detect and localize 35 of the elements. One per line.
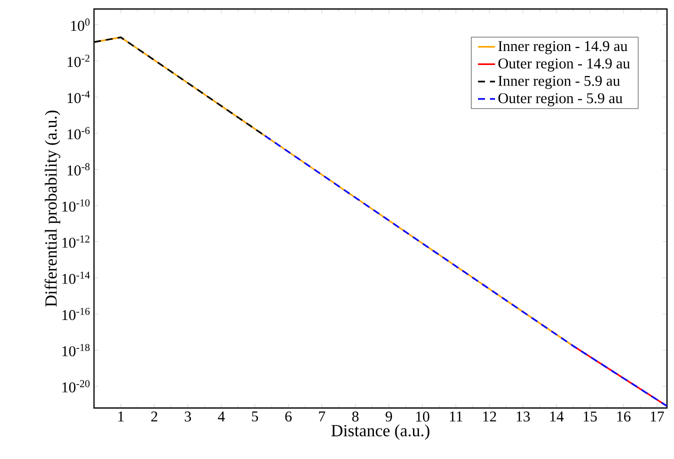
- x-tick-label: 16: [617, 412, 630, 422]
- x-tick-label: 8: [352, 412, 359, 422]
- x-tick-label: 6: [285, 412, 292, 422]
- legend-label: Outer region - 14.9 au: [498, 58, 630, 72]
- x-tick-label: 14: [550, 412, 564, 422]
- y-tick-label: 10$^{-6}$: [68, 127, 90, 140]
- line-series: [264, 134, 668, 407]
- x-tick-label: 4: [218, 412, 225, 422]
- x-tick-label: 13: [516, 412, 530, 422]
- legend-label: Outer region - 5.9 au: [498, 93, 622, 106]
- x-tick-label: 1: [118, 412, 124, 422]
- y-tick-label: 10$^{-14}$: [62, 272, 90, 284]
- x-tick-label: 3: [184, 412, 191, 422]
- y-tick-label: 10$^{-16}$: [62, 308, 90, 320]
- y-tick-label: 10$^{-8}$: [68, 163, 90, 176]
- x-tick-label: 12: [483, 412, 496, 422]
- x-tick-label: 11: [450, 412, 462, 422]
- y-axis-title: Differential probability (a.u.): [44, 110, 60, 307]
- legend-label: Inner region - 14.9 au: [498, 41, 628, 54]
- x-tick-label: 9: [386, 412, 392, 422]
- y-tick-label: 10$^{0}$: [71, 18, 90, 31]
- y-tick-label: 10$^{-10}$: [62, 199, 90, 212]
- x-tick-label: 2: [151, 412, 158, 422]
- y-tick-label: 10$^{-2}$: [68, 54, 90, 67]
- x-tick-label: 7: [319, 412, 326, 422]
- y-tick-label: 10$^{-4}$: [68, 90, 90, 104]
- legend-label: Inner region - 5.9 au: [498, 76, 620, 89]
- x-axis-title: Distance (a.u.): [331, 424, 430, 440]
- y-tick-label: 10$^{-18}$: [62, 344, 90, 356]
- x-tick-label: 5: [252, 412, 258, 422]
- x-tick-label: 10: [416, 412, 430, 422]
- y-tick-label: 10$^{-20}$: [62, 380, 90, 392]
- y-tick-label: 10$^{-12}$: [62, 236, 90, 248]
- x-tick-label: 17: [650, 412, 664, 422]
- x-tick-label: 15: [584, 412, 597, 422]
